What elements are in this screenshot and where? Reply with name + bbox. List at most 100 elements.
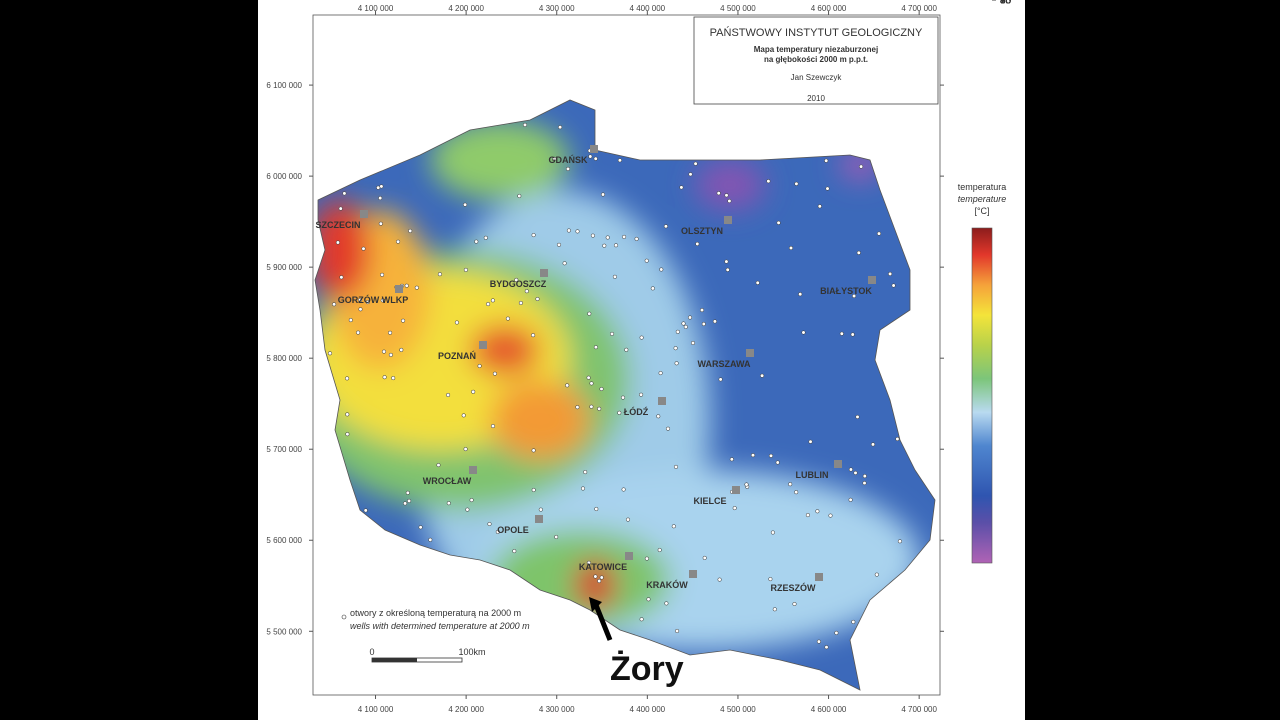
annotation-arrow [589,597,602,612]
city-label: KRAKÓW [646,579,688,590]
well [454,320,459,325]
well [562,261,567,266]
well [870,442,876,447]
well [593,574,598,579]
well [566,228,571,233]
well [683,324,688,329]
well [378,221,383,226]
well [702,555,707,560]
well [586,375,591,380]
well [634,236,639,241]
city-label: ŁÓDŹ [624,406,649,417]
well [531,487,536,493]
well [487,521,492,527]
year: 2010 [807,94,825,103]
annotation: Żory [610,650,684,688]
wells [327,122,902,650]
well [725,267,730,272]
city-label: WROCŁAW [423,476,472,486]
well [724,193,729,198]
city-label: OPOLE [497,525,529,535]
well [876,231,882,236]
well [862,481,867,486]
well [815,509,820,514]
well [446,501,451,506]
well [690,340,696,346]
well [358,297,363,303]
x-tick-label: 4 700 000 [901,705,937,714]
well [408,228,413,233]
well [760,373,765,378]
well [605,235,610,240]
well [465,507,470,512]
well [620,395,626,400]
well [361,246,366,251]
city-marker [479,341,487,349]
well [658,371,663,376]
well [639,335,644,340]
city-marker [868,276,876,284]
x-tick-label: 4 100 000 [358,4,394,13]
x-tick-label: 4 400 000 [630,4,666,13]
y-tick-label: 6 000 000 [266,172,302,181]
city-marker [540,269,548,277]
city-marker [732,486,740,494]
colorbar-label: 90 [1000,0,1012,7]
well [380,272,385,277]
well [382,375,387,380]
city-label: KATOWICE [579,562,627,572]
well [505,316,510,321]
well [396,239,401,244]
x-tick-label: 4 400 000 [630,705,666,714]
well [693,161,698,166]
map-frame [312,14,941,696]
well [589,404,594,409]
well [399,347,404,352]
well [792,601,797,607]
well [524,289,529,294]
y-tick-label: 5 700 000 [266,445,302,454]
well [492,371,497,376]
city-marker [658,397,666,405]
well [552,156,557,161]
well [839,331,844,336]
city-marker [395,285,403,293]
city-label: BYDGOSZCZ [490,279,547,289]
well [788,482,793,487]
x-tick-label: 4 600 000 [811,705,847,714]
well [679,185,684,190]
well [897,539,902,544]
city-marker [746,349,754,357]
well [376,185,381,190]
colorbar-label: 45 [1000,0,1012,7]
well [851,619,856,624]
city-label: GDAŃSK [548,155,588,165]
well [391,376,396,381]
well [766,179,771,184]
well [518,300,523,306]
well [403,501,408,506]
city-marker [689,570,697,578]
well [388,352,393,357]
well [332,302,337,307]
well [817,204,822,209]
legend-title: temperature [958,194,1007,204]
well [514,277,519,282]
well [586,560,591,565]
well [724,259,729,264]
well [701,321,706,327]
city-marker [625,552,633,560]
well [888,271,893,276]
scale-label: 0 [369,647,374,657]
well [583,470,588,475]
colorbar-label: 75 [1000,0,1012,7]
x-tick-label: 4 100 000 [358,705,394,714]
city-label: RZESZÓW [771,582,817,593]
well [531,233,536,238]
well [597,406,602,411]
well [625,517,631,522]
city-label: BIAŁYSTOK [820,286,872,296]
well [624,347,629,352]
well [593,156,598,161]
